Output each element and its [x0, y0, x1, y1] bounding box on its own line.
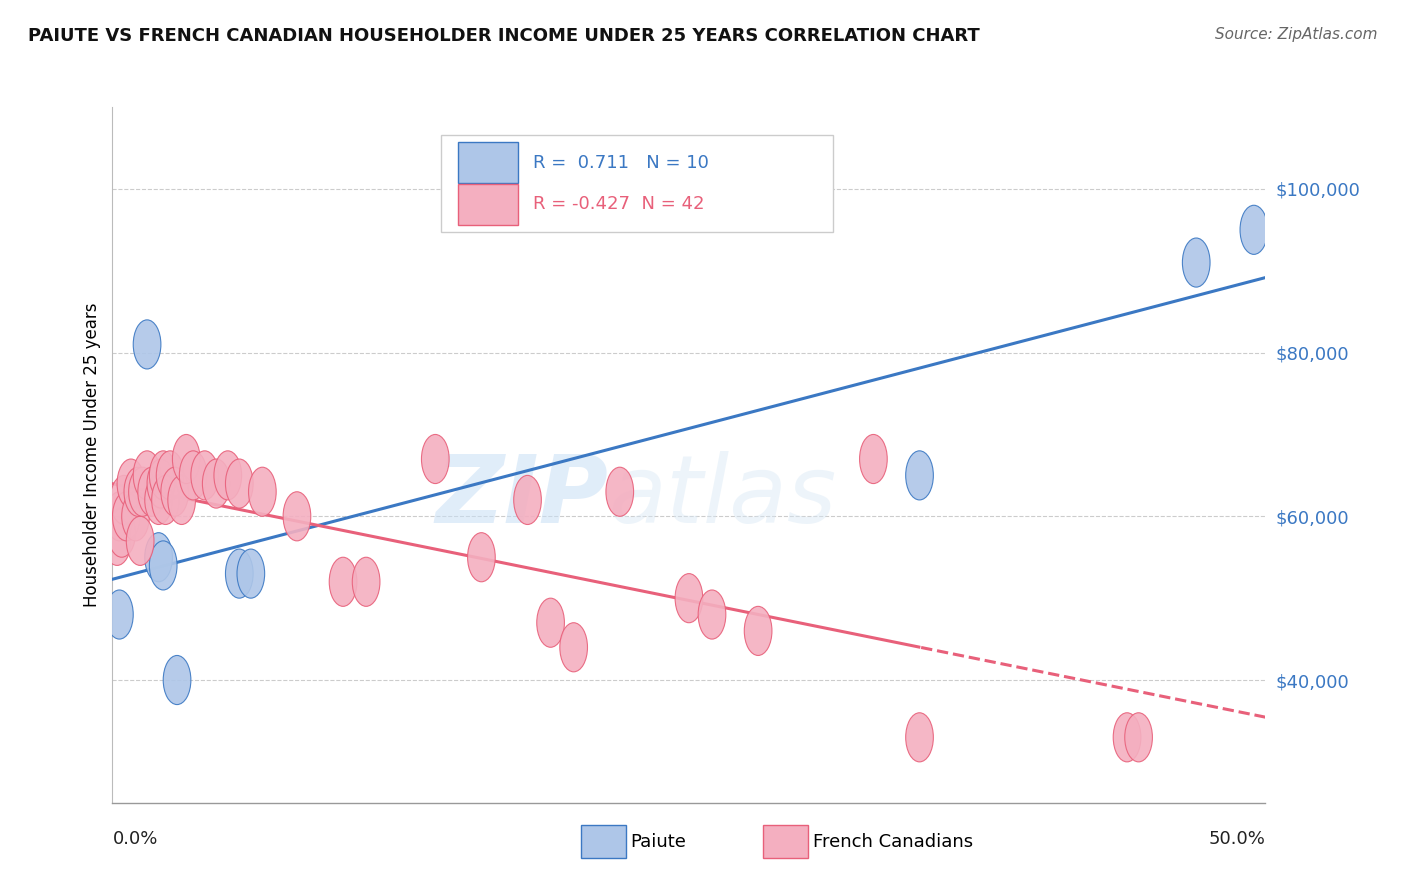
Ellipse shape	[108, 508, 135, 558]
Ellipse shape	[145, 533, 173, 582]
FancyBboxPatch shape	[458, 142, 519, 183]
Ellipse shape	[422, 434, 449, 483]
Ellipse shape	[134, 450, 160, 500]
Ellipse shape	[353, 558, 380, 607]
Ellipse shape	[145, 475, 173, 524]
FancyBboxPatch shape	[458, 184, 519, 225]
Ellipse shape	[105, 491, 134, 541]
Ellipse shape	[160, 467, 188, 516]
Ellipse shape	[156, 450, 184, 500]
Ellipse shape	[180, 450, 207, 500]
Ellipse shape	[214, 450, 242, 500]
Ellipse shape	[152, 475, 180, 524]
Ellipse shape	[468, 533, 495, 582]
Ellipse shape	[112, 491, 141, 541]
Text: 50.0%: 50.0%	[1209, 830, 1265, 847]
Text: Source: ZipAtlas.com: Source: ZipAtlas.com	[1215, 27, 1378, 42]
Ellipse shape	[606, 467, 634, 516]
Ellipse shape	[127, 516, 155, 566]
Ellipse shape	[149, 450, 177, 500]
Ellipse shape	[225, 549, 253, 599]
Ellipse shape	[110, 475, 138, 524]
Text: ZIP: ZIP	[436, 450, 609, 542]
Ellipse shape	[167, 475, 195, 524]
Ellipse shape	[138, 467, 166, 516]
Y-axis label: Householder Income Under 25 years: Householder Income Under 25 years	[83, 302, 101, 607]
Ellipse shape	[105, 590, 134, 639]
Ellipse shape	[148, 459, 174, 508]
Ellipse shape	[117, 459, 145, 508]
Text: Paiute: Paiute	[630, 833, 686, 851]
Ellipse shape	[1125, 713, 1153, 762]
Ellipse shape	[675, 574, 703, 623]
Ellipse shape	[1182, 238, 1211, 287]
Ellipse shape	[513, 475, 541, 524]
Ellipse shape	[163, 656, 191, 705]
Ellipse shape	[537, 599, 564, 648]
Text: R = -0.427  N = 42: R = -0.427 N = 42	[533, 195, 704, 213]
Ellipse shape	[249, 467, 276, 516]
Ellipse shape	[191, 450, 218, 500]
Text: atlas: atlas	[609, 451, 837, 542]
Ellipse shape	[238, 549, 264, 599]
Ellipse shape	[124, 467, 152, 516]
Text: PAIUTE VS FRENCH CANADIAN HOUSEHOLDER INCOME UNDER 25 YEARS CORRELATION CHART: PAIUTE VS FRENCH CANADIAN HOUSEHOLDER IN…	[28, 27, 980, 45]
Text: French Canadians: French Canadians	[813, 833, 973, 851]
Ellipse shape	[560, 623, 588, 672]
Ellipse shape	[744, 607, 772, 656]
Ellipse shape	[149, 541, 177, 590]
Ellipse shape	[134, 320, 160, 369]
Ellipse shape	[859, 434, 887, 483]
Ellipse shape	[1240, 205, 1268, 254]
Ellipse shape	[283, 491, 311, 541]
Text: R =  0.711   N = 10: R = 0.711 N = 10	[533, 153, 709, 171]
Ellipse shape	[329, 558, 357, 607]
FancyBboxPatch shape	[441, 135, 832, 232]
Ellipse shape	[1114, 713, 1140, 762]
Ellipse shape	[173, 434, 200, 483]
Ellipse shape	[122, 491, 149, 541]
Ellipse shape	[225, 459, 253, 508]
Ellipse shape	[202, 459, 231, 508]
Ellipse shape	[128, 467, 156, 516]
Ellipse shape	[699, 590, 725, 639]
Ellipse shape	[905, 713, 934, 762]
Ellipse shape	[905, 450, 934, 500]
Text: 0.0%: 0.0%	[112, 830, 157, 847]
Ellipse shape	[103, 516, 131, 566]
